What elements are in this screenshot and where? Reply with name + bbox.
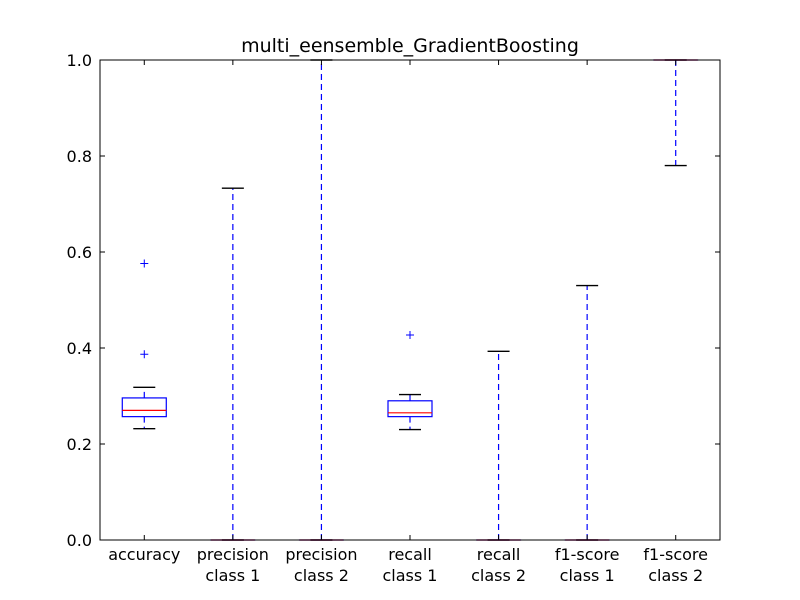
- box-group: [475, 350, 522, 541]
- box-group: [653, 59, 699, 167]
- box-group: [387, 331, 433, 431]
- x-tick-label: recall class 2: [471, 545, 526, 585]
- x-tick-label: recall class 1: [383, 545, 438, 585]
- box: [387, 400, 433, 418]
- y-axis: 0.0 0.2 0.4 0.6 0.8 1.0: [67, 51, 720, 550]
- outlier-point: [140, 350, 149, 359]
- x-tick-label-line: precision: [197, 545, 269, 564]
- x-tick-label: accuracy: [108, 545, 180, 564]
- x-tick-label-line: precision: [285, 545, 357, 564]
- x-tick-label-line: f1-score: [555, 545, 620, 564]
- x-tick-label-line: class 2: [471, 566, 526, 585]
- x-tick-label-line: class 1: [560, 566, 615, 585]
- x-tick-label-line: f1-score: [643, 545, 708, 564]
- box-group: [564, 284, 610, 541]
- x-axis: accuracy precision class 1 precision class 2…: [108, 60, 708, 585]
- x-tick-label: precision class 2: [285, 545, 357, 585]
- box-group: [121, 259, 167, 430]
- outlier-point: [406, 331, 414, 340]
- x-tick-label-line: class 1: [205, 566, 260, 585]
- x-tick-label: f1-score class 2: [643, 545, 708, 585]
- box-group: [298, 59, 345, 541]
- x-tick-label-line: recall: [477, 545, 521, 564]
- plot-marks: [121, 59, 699, 541]
- x-tick-label-line: accuracy: [108, 545, 180, 564]
- y-tick-label: 0.6: [67, 243, 92, 262]
- y-tick-label: 0.8: [67, 147, 92, 166]
- x-tick-label: f1-score class 1: [555, 545, 620, 585]
- x-tick-label-line: class 2: [294, 566, 349, 585]
- box-group: [210, 187, 256, 541]
- outlier-point: [140, 259, 149, 268]
- y-tick-label: 0.4: [67, 339, 92, 358]
- y-tick-label: 1.0: [67, 51, 92, 70]
- y-tick-label: 0.0: [67, 531, 92, 550]
- box: [121, 397, 167, 418]
- x-tick-label: precision class 1: [197, 545, 269, 585]
- chart-title: multi_eensemble_GradientBoosting: [241, 35, 579, 57]
- x-tick-label-line: recall: [388, 545, 432, 564]
- x-tick-label-line: class 1: [383, 566, 438, 585]
- plot-area-frame: [99, 59, 721, 541]
- x-tick-label-line: class 2: [648, 566, 703, 585]
- y-tick-label: 0.2: [67, 435, 92, 454]
